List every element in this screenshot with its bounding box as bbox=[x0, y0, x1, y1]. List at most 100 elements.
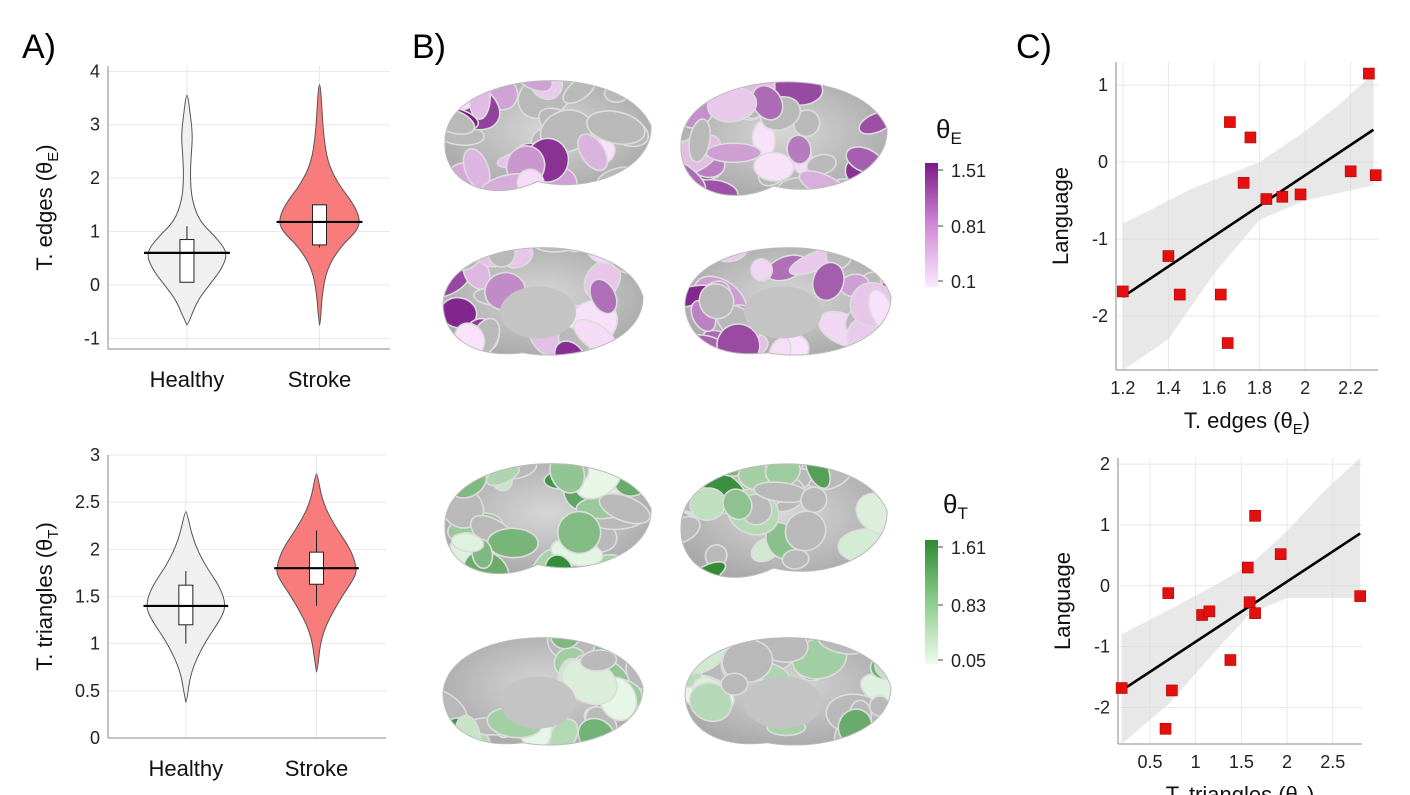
y-tick-label: 3 bbox=[90, 445, 100, 465]
scatter-chart-triangles: 0.5 1 1.5 2 2.5 -2 -1 0 1 2 Language T. triangles (… bbox=[1050, 454, 1366, 795]
data-point bbox=[1162, 250, 1175, 262]
brain-parcel bbox=[460, 80, 498, 84]
brain-parcel bbox=[753, 151, 795, 182]
brain-parcel bbox=[786, 134, 812, 165]
y-axis-label-main: T. edges (θ bbox=[32, 162, 57, 271]
category-label: Stroke bbox=[285, 756, 349, 781]
brain-triangles-left-lateral-outline bbox=[444, 463, 652, 575]
y-tick-label: 0.5 bbox=[75, 681, 100, 701]
data-point bbox=[1344, 165, 1357, 178]
brain-surface-maps bbox=[442, 80, 892, 746]
data-point bbox=[1249, 510, 1261, 522]
y-tick-label: 1 bbox=[90, 222, 100, 242]
x-tick-label: 2.5 bbox=[1320, 752, 1345, 772]
brain-parcel bbox=[716, 323, 761, 356]
colorbar-edges-mid: 0.81 bbox=[951, 217, 986, 237]
brain-parcel bbox=[811, 261, 845, 302]
brain-parcel bbox=[549, 637, 582, 650]
colorbar-edges-gradient bbox=[925, 163, 938, 287]
colorbar-triangles-title: θ bbox=[943, 489, 957, 519]
x-tick-label: 1.6 bbox=[1201, 378, 1226, 398]
y-tick-label: 4 bbox=[90, 61, 100, 81]
x-tick-label: 1.5 bbox=[1229, 752, 1254, 772]
brain-triangles-left-lateral bbox=[444, 463, 652, 575]
brain-parcel bbox=[784, 510, 827, 552]
brain-edges-right-medial-outline bbox=[684, 247, 892, 356]
box-stroke bbox=[312, 204, 327, 246]
y-axis-label-sub: T bbox=[45, 530, 62, 539]
brain-parcel bbox=[443, 247, 480, 272]
brain-parcel bbox=[688, 118, 712, 163]
brain-edges-left-medial-medial-wall bbox=[500, 286, 576, 339]
y-tick-label: 1 bbox=[1098, 75, 1108, 95]
y-tick-label: -2 bbox=[1094, 697, 1110, 717]
brain-triangles-right-medial-medial-wall bbox=[743, 676, 822, 729]
brain-parcel bbox=[680, 463, 707, 474]
brain-parcel bbox=[688, 681, 733, 723]
brain-edges-right-medial bbox=[684, 247, 892, 356]
x-axis-label-main: T. edges (θ bbox=[1184, 408, 1293, 433]
brain-parcel bbox=[553, 340, 587, 356]
svg-text:θT: θT bbox=[943, 489, 968, 523]
y-axis-label-end: ) bbox=[32, 144, 57, 151]
scatter-chart-edges: 1.2 1.4 1.6 1.8 2 2.2 -2 -1 0 1 Language T. edges (… bbox=[1048, 62, 1382, 438]
data-point bbox=[1224, 654, 1237, 666]
data-point bbox=[1215, 288, 1227, 301]
brain-parcel bbox=[859, 562, 888, 578]
y-axis-label-end: ) bbox=[32, 522, 57, 529]
data-point bbox=[1249, 607, 1261, 619]
colorbar-triangles-min: 0.05 bbox=[951, 651, 986, 671]
x-tick-label: 1.4 bbox=[1156, 378, 1181, 398]
y-tick-label: -2 bbox=[1092, 306, 1108, 326]
data-point bbox=[1162, 587, 1175, 599]
data-point bbox=[1115, 682, 1128, 694]
data-point bbox=[1354, 590, 1366, 602]
brain-parcel bbox=[443, 247, 467, 260]
y-tick-label: -1 bbox=[1092, 229, 1108, 249]
x-axis-label-end: ) bbox=[1307, 782, 1314, 795]
brain-edges-left-lateral bbox=[444, 80, 652, 192]
y-tick-label: 1 bbox=[1100, 515, 1110, 535]
x-axis-label: T. triangles (θT) bbox=[1166, 782, 1315, 795]
y-axis-label: Language bbox=[1048, 167, 1073, 265]
brain-parcel bbox=[750, 258, 774, 282]
category-label: Healthy bbox=[150, 367, 225, 392]
brain-parcel bbox=[589, 278, 618, 315]
data-point bbox=[1237, 177, 1250, 189]
violin-healthy bbox=[147, 94, 227, 326]
y-tick-label: 3 bbox=[90, 115, 100, 135]
data-point bbox=[1117, 285, 1129, 298]
violin-chart-triangles: 0 0.5 1 1.5 2 2.5 3 Healthy Stroke T. triangles (… bbox=[32, 445, 386, 781]
violin-chart-edges: -1 0 1 2 3 4 Healthy Stroke T. edges (θE) bbox=[32, 61, 390, 392]
brain-edges-right-lateral bbox=[680, 81, 888, 196]
brain-parcel bbox=[855, 492, 888, 535]
panel-label-c: C) bbox=[1016, 28, 1052, 66]
data-point bbox=[1274, 548, 1287, 560]
brain-parcel bbox=[468, 80, 491, 121]
brain-parcel bbox=[598, 492, 651, 525]
colorbar-triangles-mid: 0.83 bbox=[951, 596, 986, 616]
data-point bbox=[1224, 116, 1236, 128]
colorbar-edges-max: 1.51 bbox=[951, 161, 986, 181]
y-tick-label: 1 bbox=[90, 634, 100, 654]
confidence-band bbox=[1121, 458, 1361, 744]
brain-parcel bbox=[621, 330, 643, 356]
x-tick-label: 1.8 bbox=[1247, 378, 1272, 398]
x-axis-label-main: T. triangles (θ bbox=[1166, 782, 1298, 795]
colorbar-edges-subscript: E bbox=[950, 129, 961, 148]
brain-edges-left-medial-outline bbox=[442, 247, 644, 356]
data-point bbox=[1243, 596, 1256, 609]
data-point bbox=[1241, 561, 1254, 574]
data-point bbox=[1166, 684, 1178, 697]
brain-triangles-left-medial-outline bbox=[442, 637, 644, 746]
category-label: Stroke bbox=[288, 367, 352, 392]
data-point bbox=[1260, 193, 1273, 205]
x-tick-label: 2 bbox=[1300, 378, 1310, 398]
panel-label-a: A) bbox=[22, 28, 56, 66]
brain-edges-left-medial bbox=[442, 247, 644, 356]
y-tick-label: 2.5 bbox=[75, 492, 100, 512]
brain-triangles-right-medial bbox=[684, 637, 892, 746]
fit-line bbox=[1120, 532, 1361, 692]
y-axis-label-main: T. triangles (θ bbox=[32, 539, 57, 671]
